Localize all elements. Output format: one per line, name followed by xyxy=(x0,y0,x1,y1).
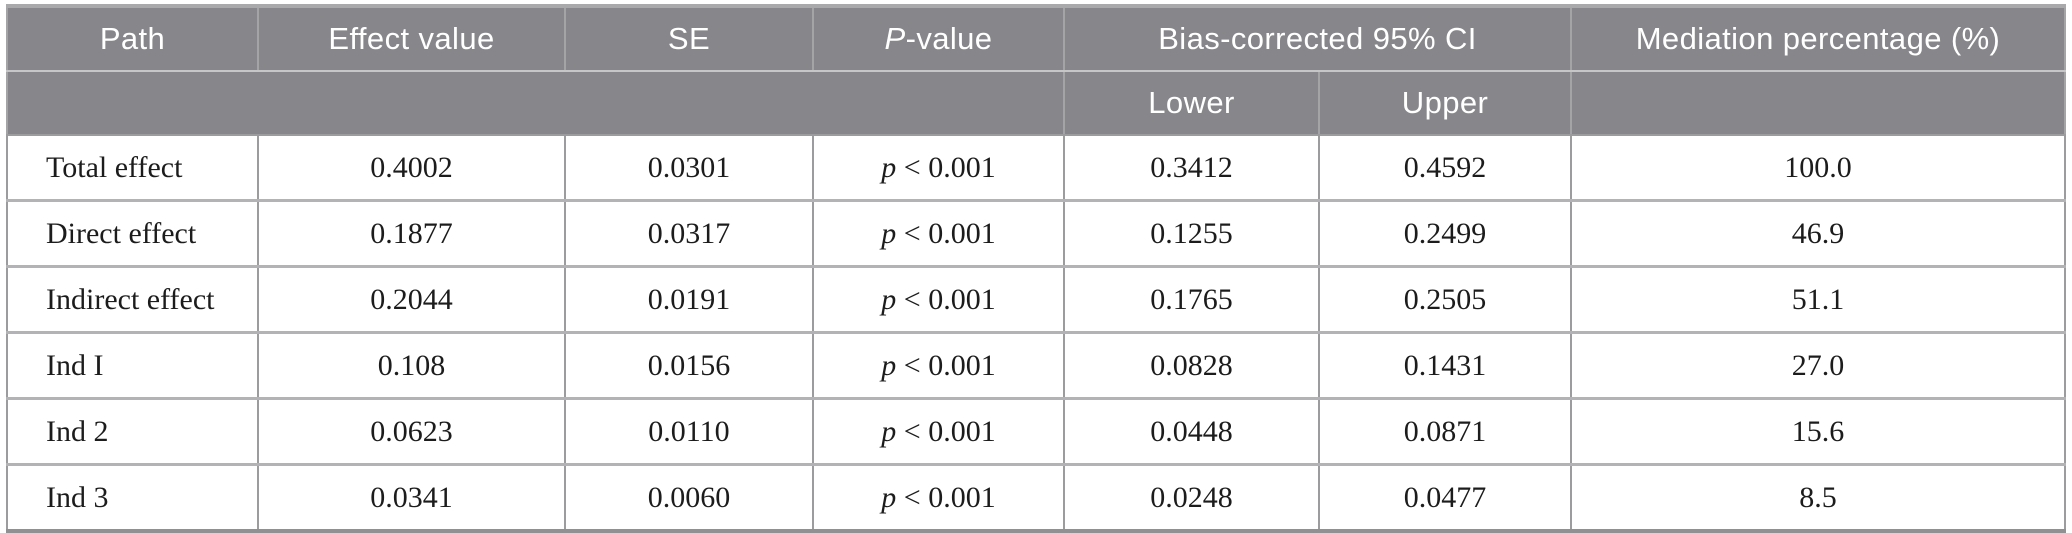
cell-effect-value: 0.4002 xyxy=(257,135,566,202)
cell-se: 0.0156 xyxy=(564,332,814,400)
col-header-lower: Lower xyxy=(1063,71,1320,136)
p-symbol: p xyxy=(881,348,897,382)
cell-ci-upper: 0.1431 xyxy=(1318,332,1572,400)
p-symbol: p xyxy=(881,480,897,514)
p-symbol: p xyxy=(881,150,897,184)
header-spacer-right xyxy=(1570,71,2066,136)
cell-path: Ind 2 xyxy=(6,398,259,466)
cell-se: 0.0191 xyxy=(564,266,814,334)
cell-ci-upper: 0.4592 xyxy=(1318,135,1572,202)
cell-se: 0.0301 xyxy=(564,135,814,202)
cell-p-value: p < 0.001 xyxy=(812,266,1065,334)
p-value-header-rest: -value xyxy=(905,21,993,56)
table-row: Ind 2 0.0623 0.0110 p < 0.001 0.0448 0.0… xyxy=(6,398,2066,466)
cell-ci-lower: 0.0448 xyxy=(1063,398,1320,466)
p-comparison: < 0.001 xyxy=(903,150,996,184)
cell-mediation: 8.5 xyxy=(1570,464,2066,533)
p-symbol: p xyxy=(881,216,897,250)
cell-ci-upper: 0.0477 xyxy=(1318,464,1572,533)
cell-p-value: p < 0.001 xyxy=(812,200,1065,268)
cell-ci-upper: 0.2499 xyxy=(1318,200,1572,268)
cell-ci-upper: 0.0871 xyxy=(1318,398,1572,466)
p-comparison: < 0.001 xyxy=(903,480,996,514)
col-header-p-value: P-value xyxy=(812,4,1065,72)
cell-ci-upper: 0.2505 xyxy=(1318,266,1572,334)
cell-mediation: 51.1 xyxy=(1570,266,2066,334)
header-row-2: Lower Upper xyxy=(6,71,2066,136)
cell-p-value: p < 0.001 xyxy=(812,398,1065,466)
col-header-effect-value: Effect value xyxy=(257,4,566,72)
table-row: Direct effect 0.1877 0.0317 p < 0.001 0.… xyxy=(6,200,2066,268)
cell-p-value: p < 0.001 xyxy=(812,135,1065,202)
cell-path: Ind 3 xyxy=(6,464,259,533)
col-header-upper: Upper xyxy=(1318,71,1572,136)
header-spacer-left xyxy=(6,71,1065,136)
p-symbol: p xyxy=(881,282,897,316)
cell-ci-lower: 0.0828 xyxy=(1063,332,1320,400)
cell-se: 0.0317 xyxy=(564,200,814,268)
col-header-mediation: Mediation percentage (%) xyxy=(1570,4,2066,72)
cell-p-value: p < 0.001 xyxy=(812,332,1065,400)
cell-ci-lower: 0.1255 xyxy=(1063,200,1320,268)
cell-mediation: 27.0 xyxy=(1570,332,2066,400)
cell-mediation: 100.0 xyxy=(1570,135,2066,202)
mediation-table-figure: Path Effect value SE P-value Bias-correc… xyxy=(6,4,2066,533)
cell-path: Ind I xyxy=(6,332,259,400)
cell-effect-value: 0.108 xyxy=(257,332,566,400)
header-row-1: Path Effect value SE P-value Bias-correc… xyxy=(6,4,2066,72)
p-comparison: < 0.001 xyxy=(903,414,996,448)
cell-effect-value: 0.0623 xyxy=(257,398,566,466)
cell-path: Direct effect xyxy=(6,200,259,268)
table-header: Path Effect value SE P-value Bias-correc… xyxy=(6,4,2066,136)
cell-mediation: 46.9 xyxy=(1570,200,2066,268)
cell-p-value: p < 0.001 xyxy=(812,464,1065,533)
p-comparison: < 0.001 xyxy=(903,348,996,382)
table-body: Total effect 0.4002 0.0301 p < 0.001 0.3… xyxy=(6,135,2066,533)
table-row: Ind 3 0.0341 0.0060 p < 0.001 0.0248 0.0… xyxy=(6,464,2066,533)
p-comparison: < 0.001 xyxy=(903,216,996,250)
cell-path: Total effect xyxy=(6,135,259,202)
cell-se: 0.0110 xyxy=(564,398,814,466)
table-row: Total effect 0.4002 0.0301 p < 0.001 0.3… xyxy=(6,135,2066,202)
cell-effect-value: 0.1877 xyxy=(257,200,566,268)
table-row: Ind I 0.108 0.0156 p < 0.001 0.0828 0.14… xyxy=(6,332,2066,400)
p-value-header-italic: P xyxy=(884,21,906,56)
cell-ci-lower: 0.3412 xyxy=(1063,135,1320,202)
p-comparison: < 0.001 xyxy=(903,282,996,316)
mediation-table: Path Effect value SE P-value Bias-correc… xyxy=(6,4,2066,533)
cell-ci-lower: 0.0248 xyxy=(1063,464,1320,533)
table-row: Indirect effect 0.2044 0.0191 p < 0.001 … xyxy=(6,266,2066,334)
cell-se: 0.0060 xyxy=(564,464,814,533)
cell-effect-value: 0.2044 xyxy=(257,266,566,334)
cell-path: Indirect effect xyxy=(6,266,259,334)
p-symbol: p xyxy=(881,414,897,448)
col-header-ci-group: Bias-corrected 95% CI xyxy=(1063,4,1572,72)
col-header-se: SE xyxy=(564,4,814,72)
cell-ci-lower: 0.1765 xyxy=(1063,266,1320,334)
cell-effect-value: 0.0341 xyxy=(257,464,566,533)
cell-mediation: 15.6 xyxy=(1570,398,2066,466)
col-header-path: Path xyxy=(6,4,259,72)
